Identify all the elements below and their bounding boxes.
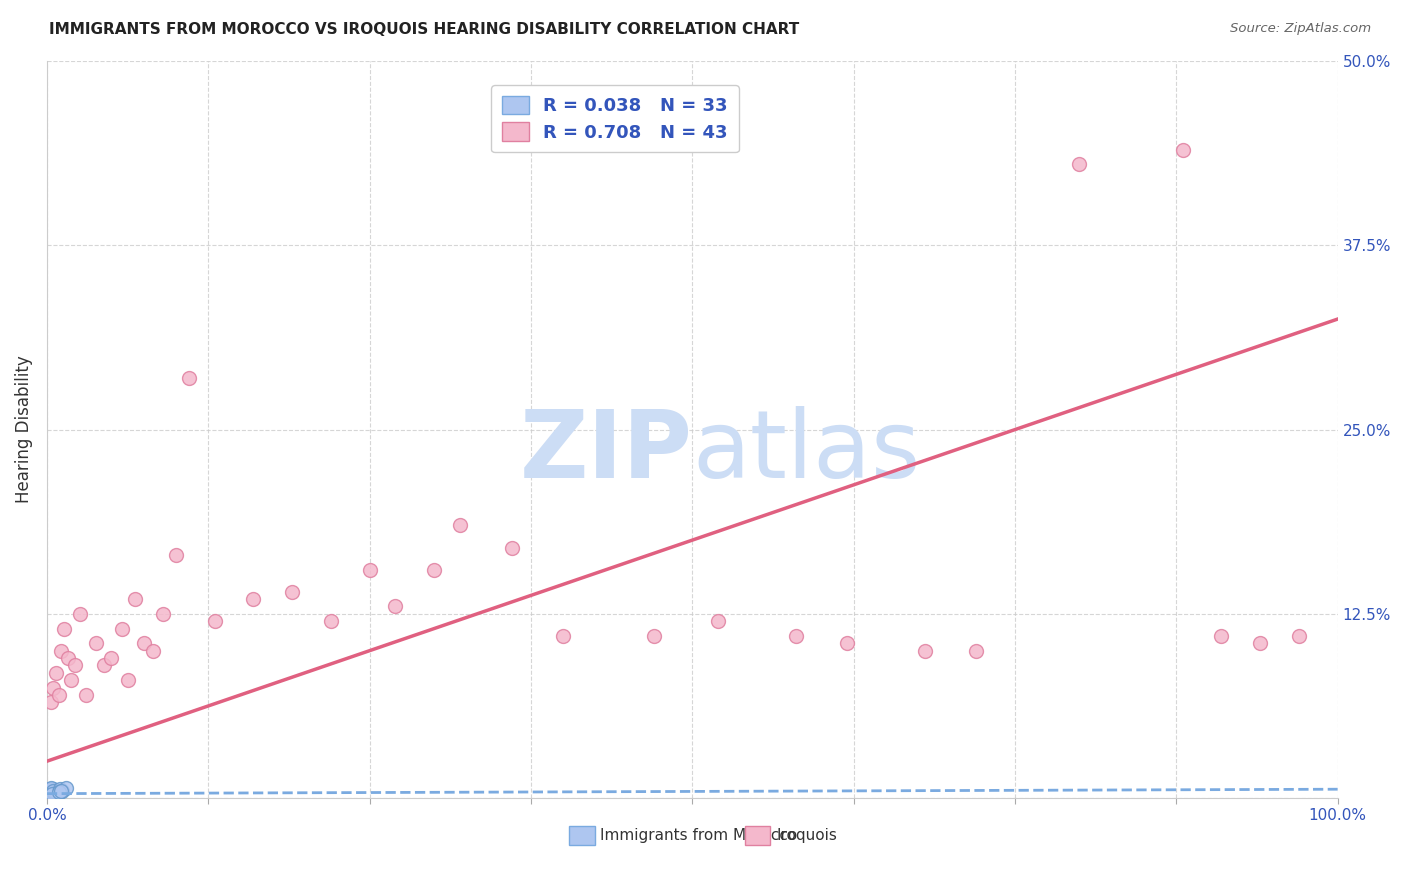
Point — [100, 651, 122, 665]
Point — [44, 785, 66, 799]
Point — [45, 785, 67, 799]
Point — [39, 787, 62, 801]
Point — [837, 636, 859, 650]
Point — [41, 785, 63, 799]
Point — [84, 636, 107, 650]
Point — [39, 782, 62, 797]
Point — [65, 658, 87, 673]
Point — [42, 785, 65, 799]
Point — [1069, 157, 1091, 171]
Text: atlas: atlas — [692, 406, 921, 498]
Point — [553, 629, 575, 643]
Point — [39, 787, 62, 801]
Point — [45, 783, 67, 797]
Point — [42, 787, 65, 801]
Text: IMMIGRANTS FROM MOROCCO VS IROQUOIS HEARING DISABILITY CORRELATION CHART: IMMIGRANTS FROM MOROCCO VS IROQUOIS HEAR… — [49, 22, 800, 37]
Point — [45, 785, 67, 799]
Point — [44, 787, 66, 801]
Point — [785, 629, 807, 643]
Point — [49, 643, 72, 657]
Point — [39, 780, 62, 795]
Point — [1249, 636, 1271, 650]
Point — [39, 695, 62, 709]
Point — [75, 688, 97, 702]
Point — [914, 643, 936, 657]
Point — [319, 614, 342, 628]
Point — [41, 787, 63, 801]
Point — [124, 592, 146, 607]
Point — [45, 665, 67, 680]
Point — [48, 785, 70, 799]
Point — [1288, 629, 1310, 643]
Point — [42, 783, 65, 797]
Point — [44, 783, 66, 797]
Point — [501, 541, 523, 555]
Point — [242, 592, 264, 607]
Point — [38, 783, 60, 797]
Point — [42, 785, 65, 799]
Point — [1211, 629, 1233, 643]
Point — [152, 607, 174, 621]
Point — [204, 614, 226, 628]
Text: Immigrants from Morocco: Immigrants from Morocco — [600, 828, 797, 843]
Point — [37, 787, 59, 801]
Point — [93, 658, 115, 673]
Legend: R = 0.038   N = 33, R = 0.708   N = 43: R = 0.038 N = 33, R = 0.708 N = 43 — [491, 85, 738, 153]
Point — [44, 783, 66, 797]
Point — [42, 782, 65, 797]
Point — [142, 643, 165, 657]
Point — [177, 371, 200, 385]
Text: Source: ZipAtlas.com: Source: ZipAtlas.com — [1230, 22, 1371, 36]
Point — [60, 673, 83, 688]
Point — [965, 643, 987, 657]
Point — [423, 563, 446, 577]
Point — [41, 787, 63, 801]
Point — [49, 782, 72, 797]
Point — [39, 782, 62, 797]
Point — [51, 783, 73, 797]
Point — [1171, 143, 1194, 157]
Point — [132, 636, 155, 650]
Point — [41, 783, 63, 797]
Point — [48, 688, 70, 702]
Point — [38, 785, 60, 799]
Point — [165, 548, 187, 562]
Point — [42, 681, 65, 695]
Point — [52, 622, 75, 636]
Text: ZIP: ZIP — [519, 406, 692, 498]
Point — [56, 651, 79, 665]
Point — [42, 783, 65, 797]
Point — [69, 607, 91, 621]
Point — [359, 563, 381, 577]
Point — [449, 518, 471, 533]
Point — [41, 785, 63, 799]
Point — [643, 629, 665, 643]
Y-axis label: Hearing Disability: Hearing Disability — [15, 356, 32, 503]
Text: Iroquois: Iroquois — [776, 828, 837, 843]
Point — [49, 783, 72, 797]
Point — [117, 673, 139, 688]
Point — [384, 599, 406, 614]
Point — [707, 614, 730, 628]
Point — [39, 785, 62, 799]
Point — [111, 622, 134, 636]
Point — [41, 787, 63, 801]
Point — [281, 584, 304, 599]
Point — [55, 780, 77, 795]
